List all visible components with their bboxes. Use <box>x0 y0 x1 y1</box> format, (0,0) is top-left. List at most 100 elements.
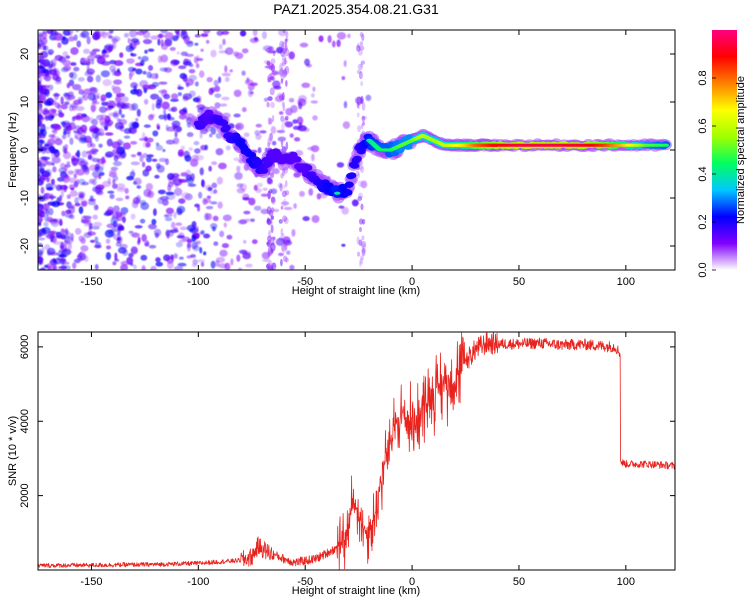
noise-blob <box>48 60 54 69</box>
noise-blob <box>91 170 101 178</box>
x-tick-label: 100 <box>617 576 635 588</box>
noise-streak <box>356 112 360 118</box>
noise-blob <box>117 247 127 254</box>
noise-blob <box>166 192 176 201</box>
noise-blob <box>211 182 218 189</box>
noise-blob <box>144 49 148 54</box>
noise-blob <box>191 235 197 242</box>
snr-panel: -150 -100 -50 0 50 100 2000 4000 6000 Height of… <box>7 331 676 597</box>
noise-blob <box>210 223 218 230</box>
noise-blob <box>250 218 255 222</box>
noise-blob <box>120 96 129 103</box>
noise-blob <box>219 230 225 238</box>
y-tick-label: -20 <box>19 238 31 254</box>
noise-blob <box>202 30 211 34</box>
noise-blob <box>255 123 262 128</box>
noise-blob <box>278 30 287 37</box>
noise-blob <box>288 97 295 103</box>
noise-blob <box>130 232 138 237</box>
noise-blob <box>193 140 200 146</box>
noise-blob <box>51 162 55 166</box>
noise-blob <box>218 162 227 170</box>
noise-blob <box>63 165 68 172</box>
noise-blob <box>173 265 184 270</box>
noise-blob <box>58 265 67 270</box>
noise-blob <box>155 261 164 267</box>
noise-blob <box>361 116 367 120</box>
noise-blob <box>38 81 41 89</box>
noise-blob <box>130 140 138 145</box>
noise-blob <box>199 132 203 139</box>
noise-blob <box>73 173 77 179</box>
noise-blob <box>221 72 232 77</box>
ridge-body <box>352 155 362 163</box>
noise-streak <box>358 192 363 199</box>
noise-blob <box>293 203 297 209</box>
noise-streak <box>270 242 276 252</box>
noise-blob <box>141 234 147 242</box>
noise-blob <box>49 112 59 117</box>
noise-blob <box>43 221 49 227</box>
noise-blob <box>141 265 146 270</box>
noise-blob <box>69 137 74 145</box>
noise-blob <box>61 134 67 140</box>
noise-streak <box>359 63 363 68</box>
noise-blob <box>143 188 152 198</box>
noise-blob <box>355 96 364 105</box>
noise-blob <box>233 157 241 162</box>
noise-streak <box>356 100 361 110</box>
noise-blob <box>200 230 205 235</box>
noise-blob <box>41 72 50 80</box>
noise-blob <box>95 74 101 83</box>
noise-blob <box>109 193 115 199</box>
noise-blob <box>66 194 72 200</box>
noise-blob <box>151 218 157 225</box>
noise-blob <box>130 161 140 166</box>
noise-blob <box>41 128 47 137</box>
noise-blob <box>68 35 75 42</box>
noise-blob <box>166 261 174 270</box>
noise-blob <box>110 227 118 233</box>
noise-blob <box>89 50 97 56</box>
noise-blob <box>233 113 241 118</box>
noise-blob <box>46 247 56 256</box>
noise-blob <box>91 157 100 163</box>
noise-streak <box>361 246 365 256</box>
noise-blob <box>101 180 112 188</box>
ridge-body <box>259 167 269 174</box>
noise-blob <box>54 257 62 265</box>
snr-y-axis: 2000 4000 6000 <box>19 335 675 508</box>
noise-blob <box>119 52 124 58</box>
noise-blob <box>192 244 201 252</box>
noise-blob <box>142 152 148 159</box>
noise-blob <box>136 151 142 156</box>
ridge-core <box>334 191 341 195</box>
noise-blob <box>210 260 216 269</box>
ridge-body <box>221 124 231 131</box>
noise-streak <box>267 117 271 126</box>
ridge-body <box>247 151 257 159</box>
noise-blob <box>80 245 89 252</box>
noise-blob <box>174 131 178 138</box>
noise-blob <box>115 241 122 247</box>
noise-blob <box>38 104 43 112</box>
noise-blob <box>63 130 67 135</box>
noise-blob <box>297 98 307 107</box>
noise-streak <box>285 44 288 52</box>
noise-blob <box>210 201 218 205</box>
noise-blob <box>112 148 121 154</box>
noise-blob <box>186 224 196 232</box>
x-tick-label: 0 <box>409 576 415 588</box>
noise-blob <box>197 259 206 263</box>
noise-blob <box>158 157 167 163</box>
noise-blob <box>163 93 171 100</box>
noise-streak <box>362 121 365 126</box>
noise-blob <box>208 165 212 172</box>
noise-blob <box>304 58 310 66</box>
noise-blob <box>205 205 214 210</box>
noise-blob <box>342 121 351 129</box>
noise-blob <box>194 148 201 154</box>
x-tick-label: -50 <box>297 276 313 288</box>
noise-blob <box>224 65 228 73</box>
noise-blob <box>144 243 149 247</box>
